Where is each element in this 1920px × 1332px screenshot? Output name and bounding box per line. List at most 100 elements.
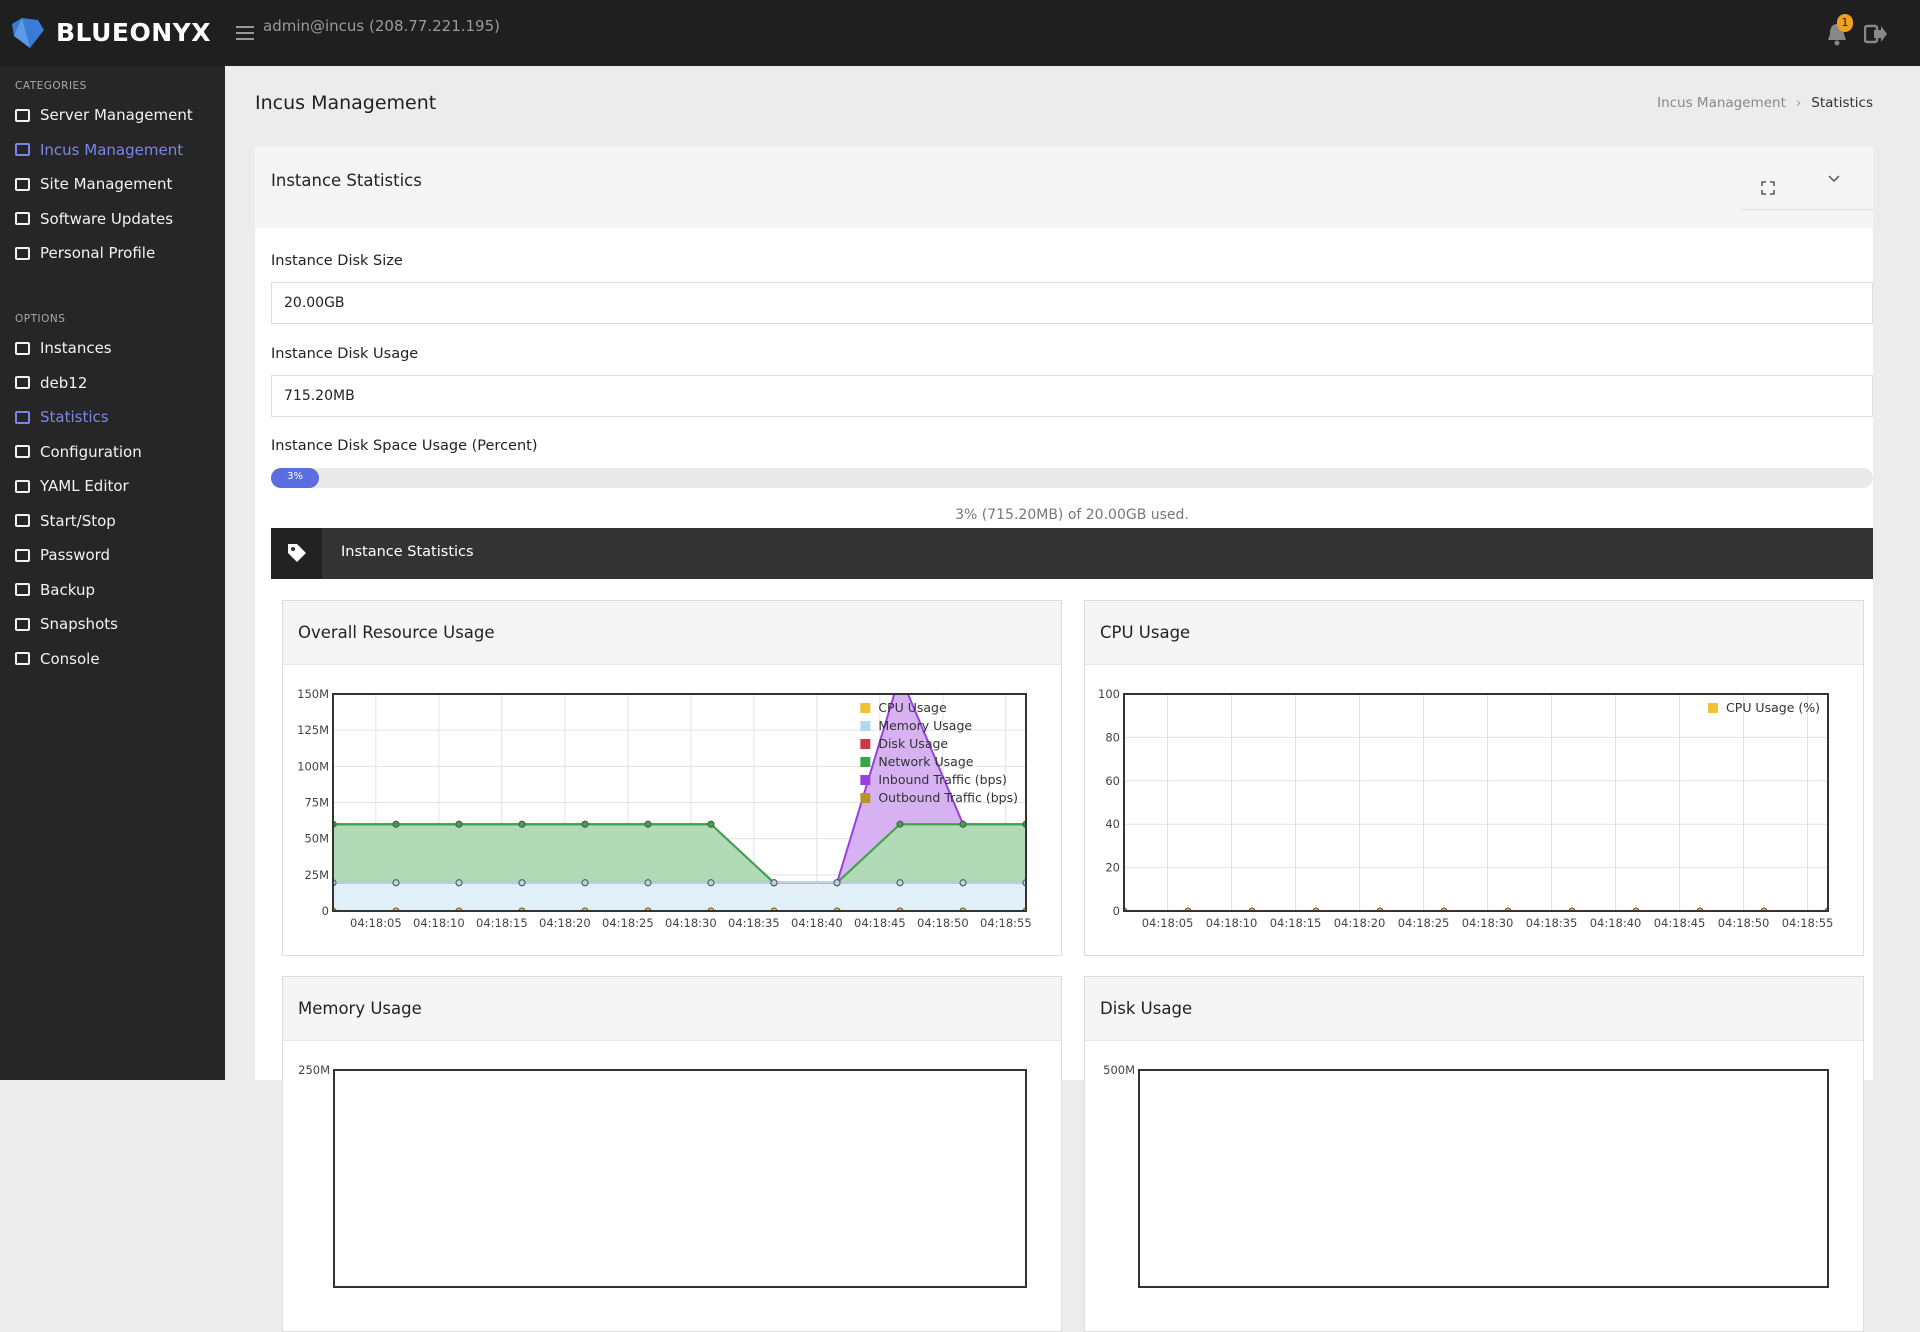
nav-item[interactable]: Instances	[15, 339, 112, 357]
field-value: 715.20MB	[271, 375, 1873, 417]
legend: CPU Usage (%)	[1708, 700, 1820, 715]
point	[581, 820, 589, 828]
chart-title: Memory Usage	[298, 999, 422, 1018]
chart-header	[283, 977, 1061, 1041]
collapse-button[interactable]	[1827, 174, 1841, 184]
nav-label: Server Management	[40, 106, 193, 124]
point	[392, 879, 400, 887]
chart: 0 25M 50M 75M 100M 125M 150M 04:18:05 04:18:10 04…	[297, 672, 1032, 930]
x-tick-label: 04:18:55	[1782, 916, 1834, 930]
brand: BLUEONYX	[56, 18, 212, 47]
nav-label: Password	[40, 546, 111, 564]
nav-item[interactable]: Software Updates	[15, 210, 173, 228]
y-tick-label: 0	[1113, 904, 1120, 918]
chart-title: Overall Resource Usage	[298, 623, 495, 642]
area	[333, 882, 1026, 911]
point	[770, 879, 778, 887]
point	[897, 672, 903, 678]
y-tick-label: 0	[322, 904, 329, 918]
chart-header	[283, 601, 1061, 665]
field-label: Instance Disk Space Usage (Percent)	[271, 438, 538, 454]
y-tick-label: 125M	[297, 723, 329, 737]
plot-frame	[1123, 693, 1829, 912]
point	[707, 879, 715, 887]
nav-item[interactable]: Start/Stop	[15, 512, 116, 530]
line	[333, 823, 1026, 884]
y-tick-label: 150M	[297, 687, 329, 701]
chart-panel: Memory Usage 250M	[282, 976, 1062, 1332]
chart-panel: Disk Usage 500M	[1084, 976, 1864, 1332]
x-tick-label: 04:18:55	[980, 916, 1032, 930]
progress-bar: 3%	[271, 468, 320, 488]
x-tick-label: 04:18:25	[602, 916, 654, 930]
nav-item[interactable]: Server Management	[15, 106, 193, 124]
nav-icon	[15, 514, 30, 527]
chart-panel: Overall Resource Usage 0 25M 50M 75M 100M 125M…	[282, 600, 1062, 956]
plot	[333, 672, 1026, 911]
breadcrumb-current: Statistics	[1811, 95, 1873, 111]
nav-item[interactable]: Personal Profile	[15, 244, 155, 262]
field-value: 20.00GB	[271, 282, 1873, 324]
legend-swatch	[860, 775, 871, 785]
chart: 500M	[1103, 1063, 1829, 1288]
nav-item[interactable]: deb12	[15, 374, 87, 392]
y-tick-label: 50M	[304, 832, 329, 846]
x-tick-label: 04:18:45	[1654, 916, 1706, 930]
page-title: Incus Management	[255, 92, 437, 114]
legend-swatch	[860, 721, 871, 731]
sidebar: CATEGORIES Server Management Incus Managem…	[0, 66, 225, 1080]
nav-icon	[15, 143, 30, 156]
breadcrumb-link[interactable]: Incus Management	[1657, 95, 1786, 111]
x-tick-label: 04:18:25	[1398, 916, 1450, 930]
nav-label: Console	[40, 649, 100, 668]
y-tick-label: 100M	[297, 759, 329, 773]
point	[644, 879, 652, 887]
nav-label: Backup	[40, 580, 95, 599]
x-tick-label: 04:18:15	[1270, 916, 1322, 930]
x-tick-label: 04:18:30	[665, 916, 717, 930]
point	[896, 879, 904, 887]
chart-header	[1085, 601, 1863, 665]
nav-item[interactable]: Incus Management	[15, 141, 183, 159]
x-tick-label: 04:18:10	[413, 916, 465, 930]
point	[518, 879, 526, 887]
x-tick-label: 04:18:20	[1334, 916, 1386, 930]
breadcrumb-separator: ›	[1795, 95, 1802, 111]
nav-icon	[15, 246, 30, 260]
nav-item[interactable]: Statistics	[15, 408, 109, 426]
nav-item[interactable]: Password	[15, 546, 110, 564]
nav-item[interactable]: Site Management	[15, 175, 172, 193]
legend: CPU Usage Memory Usage Disk Usage Network U…	[860, 700, 1018, 805]
x-tick-label: 04:18:10	[1206, 916, 1258, 930]
nav-icon	[15, 410, 30, 424]
nav-label: Configuration	[40, 442, 142, 461]
logo-icon	[12, 18, 44, 48]
nav-item[interactable]: Configuration	[15, 443, 142, 461]
section-banner: Instance Statistics	[271, 528, 1873, 579]
point	[644, 820, 652, 828]
x-tick-label: 04:18:40	[791, 916, 843, 930]
y-tick-label: 500M	[1103, 1063, 1135, 1077]
nav-icon	[15, 583, 30, 596]
field-label: Instance Disk Usage	[271, 346, 419, 362]
nav-item[interactable]: Console	[15, 650, 100, 668]
point	[833, 879, 841, 887]
nav-item[interactable]: Backup	[15, 581, 95, 599]
menu-toggle[interactable]	[236, 26, 254, 40]
nav-item[interactable]: YAML Editor	[15, 477, 129, 495]
point	[455, 879, 463, 887]
legend-label: CPU Usage	[878, 700, 947, 715]
user-info: admin@incus (208.77.221.195)	[263, 17, 500, 35]
x-tick-label: 04:18:50	[917, 916, 969, 930]
y-tick-label: 250M	[298, 1063, 330, 1077]
legend-swatch	[860, 703, 871, 713]
nav-item[interactable]: Snapshots	[15, 615, 118, 633]
point	[518, 820, 526, 828]
card-header	[255, 147, 1873, 228]
y-tick-label: 20	[1105, 861, 1120, 875]
x-tick-label: 04:18:05	[1142, 916, 1194, 930]
fullscreen-button[interactable]	[1761, 181, 1775, 195]
nav-label: Snapshots	[40, 615, 118, 633]
section-label: OPTIONS	[15, 313, 66, 325]
logout-icon[interactable]	[1864, 24, 1888, 44]
